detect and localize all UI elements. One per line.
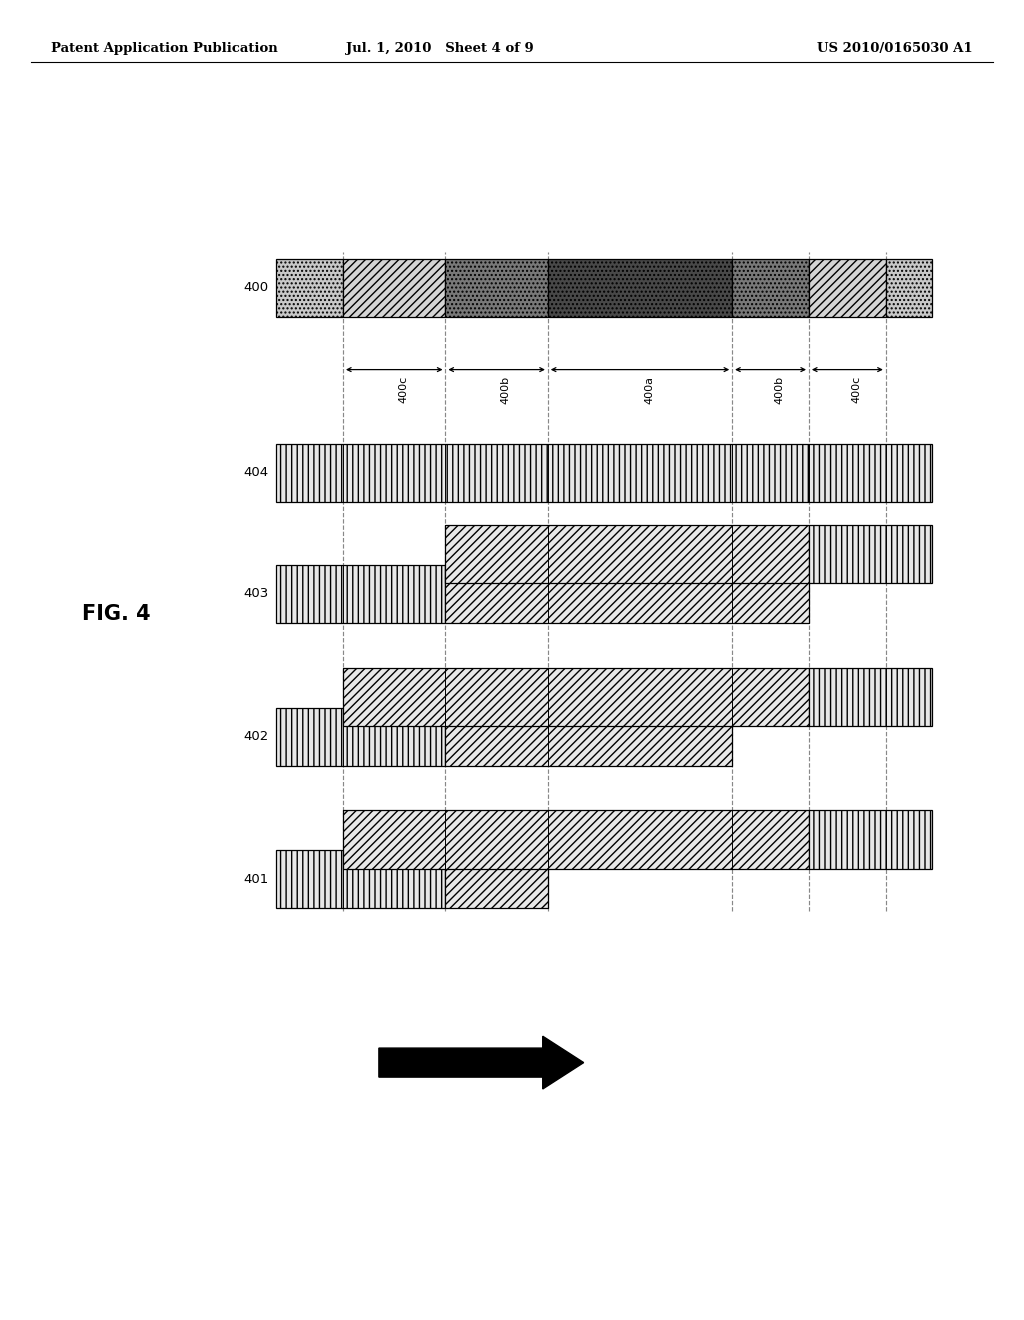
Bar	[343, 810, 809, 869]
Bar	[548, 259, 732, 317]
Bar	[276, 708, 445, 766]
FancyArrow shape	[379, 1036, 584, 1089]
Bar	[276, 259, 343, 317]
Text: 400c: 400c	[852, 376, 861, 404]
Bar	[343, 259, 445, 317]
Bar	[886, 259, 932, 317]
Text: 400b: 400b	[774, 376, 784, 404]
Bar	[445, 525, 809, 583]
Text: 401: 401	[243, 873, 268, 886]
Bar	[445, 850, 548, 908]
Bar	[343, 668, 809, 726]
Bar	[276, 565, 445, 623]
Text: 402: 402	[243, 730, 268, 743]
Bar	[732, 259, 809, 317]
Text: Jul. 1, 2010   Sheet 4 of 9: Jul. 1, 2010 Sheet 4 of 9	[346, 42, 535, 55]
Text: Patent Application Publication: Patent Application Publication	[51, 42, 278, 55]
Bar	[276, 850, 445, 908]
Text: 400c: 400c	[398, 376, 409, 404]
Text: 400a: 400a	[644, 376, 654, 404]
Bar	[445, 708, 732, 766]
Bar	[445, 259, 548, 317]
Text: 404: 404	[243, 466, 268, 479]
Bar	[809, 259, 886, 317]
Text: 400b: 400b	[501, 376, 511, 404]
Text: 403: 403	[243, 587, 268, 601]
Bar	[809, 810, 932, 869]
Text: US 2010/0165030 A1: US 2010/0165030 A1	[817, 42, 973, 55]
Bar	[276, 444, 932, 502]
Bar	[809, 525, 932, 583]
Text: 400: 400	[243, 281, 268, 294]
Bar	[809, 668, 932, 726]
Bar	[445, 565, 809, 623]
Text: FIG. 4: FIG. 4	[82, 603, 151, 624]
